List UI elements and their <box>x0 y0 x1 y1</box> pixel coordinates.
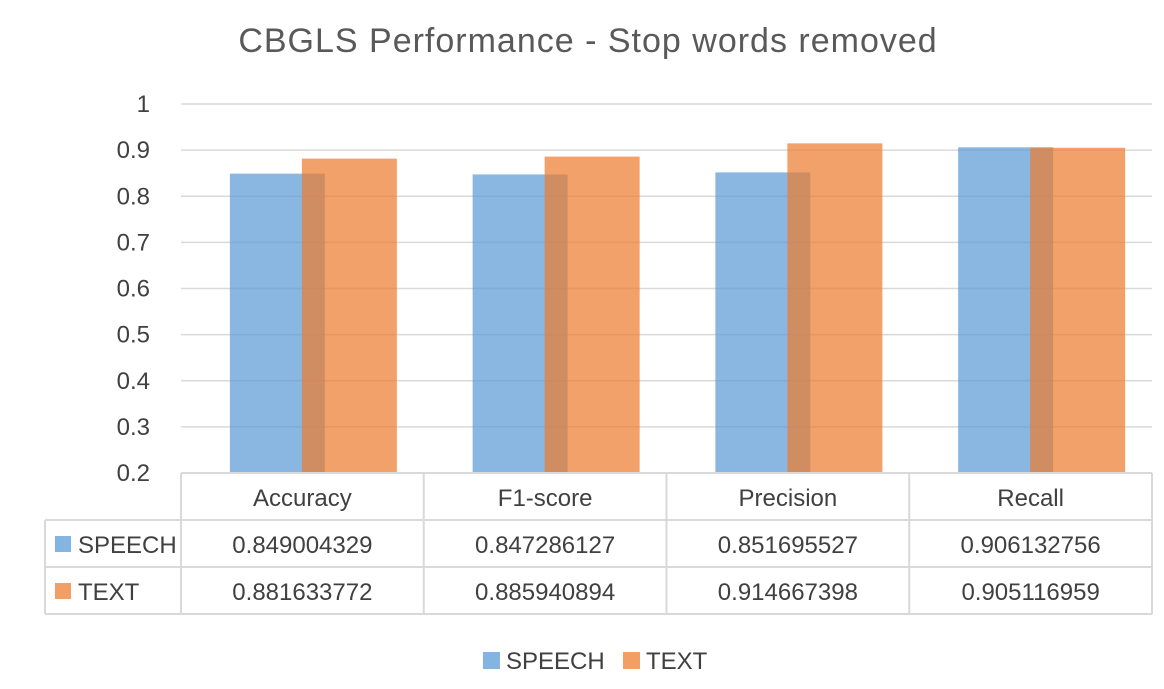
category-label: Precision <box>739 485 838 512</box>
bar-text-f1-score <box>544 156 640 474</box>
bar-text-precision <box>787 143 883 473</box>
y-tick-label: 0.2 <box>117 460 150 487</box>
y-axis-ticks: 0.2 0.3 0.4 0.5 0.6 0.7 0.8 0.9 1 <box>117 91 150 487</box>
table-cell-value: 0.885940894 <box>475 579 615 606</box>
y-tick-label: 1 <box>137 91 150 118</box>
legend: SPEECH TEXT <box>483 648 708 675</box>
y-tick-label: 0.9 <box>117 137 150 164</box>
legend-swatch <box>483 652 500 669</box>
legend-label: TEXT <box>646 648 708 675</box>
table-cell-value: 0.847286127 <box>475 532 615 559</box>
table-cell-value: 0.906132756 <box>961 532 1101 559</box>
data-table: Accuracy F1-score Precision Recall SPEECH 0.8… <box>44 472 1153 615</box>
legend-swatch <box>623 652 640 669</box>
table-cell-value: 0.881633772 <box>232 579 372 606</box>
y-tick-label: 0.7 <box>117 229 150 256</box>
category-label: F1-score <box>498 485 593 512</box>
legend-label: SPEECH <box>506 648 605 675</box>
y-tick-label: 0.5 <box>117 322 150 349</box>
y-tick-label: 0.3 <box>117 414 150 441</box>
bars <box>229 143 1126 474</box>
table-cell-value: 0.914667398 <box>718 579 858 606</box>
table-series-name: TEXT <box>78 579 140 606</box>
category-label: Accuracy <box>253 485 352 512</box>
bar-text-accuracy <box>301 158 397 473</box>
table-series-name: SPEECH <box>78 532 177 559</box>
table-legend-swatch <box>55 536 71 552</box>
y-tick-label: 0.8 <box>117 183 150 210</box>
table-legend-swatch <box>55 583 71 599</box>
y-tick-label: 0.6 <box>117 276 150 303</box>
table-cell-value: 0.905116959 <box>961 579 1099 606</box>
y-tick-label: 0.4 <box>117 368 150 395</box>
category-label: Recall <box>997 485 1064 512</box>
table-cell-value: 0.849004329 <box>232 532 372 559</box>
bar-text-recall <box>1030 147 1126 473</box>
chart-title: CBGLS Performance - Stop words removed <box>238 22 937 60</box>
table-cell-value: 0.851695527 <box>718 532 858 559</box>
